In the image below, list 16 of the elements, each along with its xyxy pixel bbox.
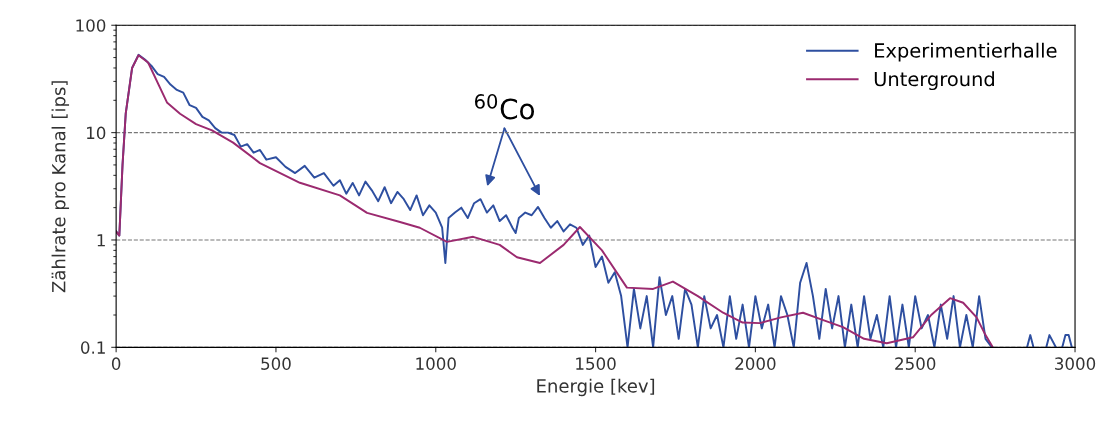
- x-axis-title: Energie [kev]: [537, 378, 655, 397]
- y-tick-label: 1: [97, 234, 105, 247]
- annotation: $^{60}$Co: [475, 94, 535, 120]
- y-axis-title: Zählrate pro Kanal [ips]: [51, 81, 70, 293]
- y-tick-label: 100: [76, 19, 106, 32]
- x-tick-label: 500: [261, 357, 291, 370]
- x-tick-label: 0: [111, 357, 121, 370]
- legend-label: Experimentierhalle: [875, 42, 1057, 62]
- x-tick-label: 1500: [576, 357, 616, 370]
- x-tick-label: 1000: [416, 357, 456, 370]
- y-tick-label: 0.1: [81, 341, 105, 354]
- x-tick-label: 2500: [895, 357, 936, 370]
- legend-label: Unterground: [874, 71, 994, 91]
- x-tick-label: 2000: [735, 357, 776, 370]
- y-tick-label: 10: [87, 126, 106, 140]
- x-tick-label: 3000: [1055, 357, 1096, 370]
